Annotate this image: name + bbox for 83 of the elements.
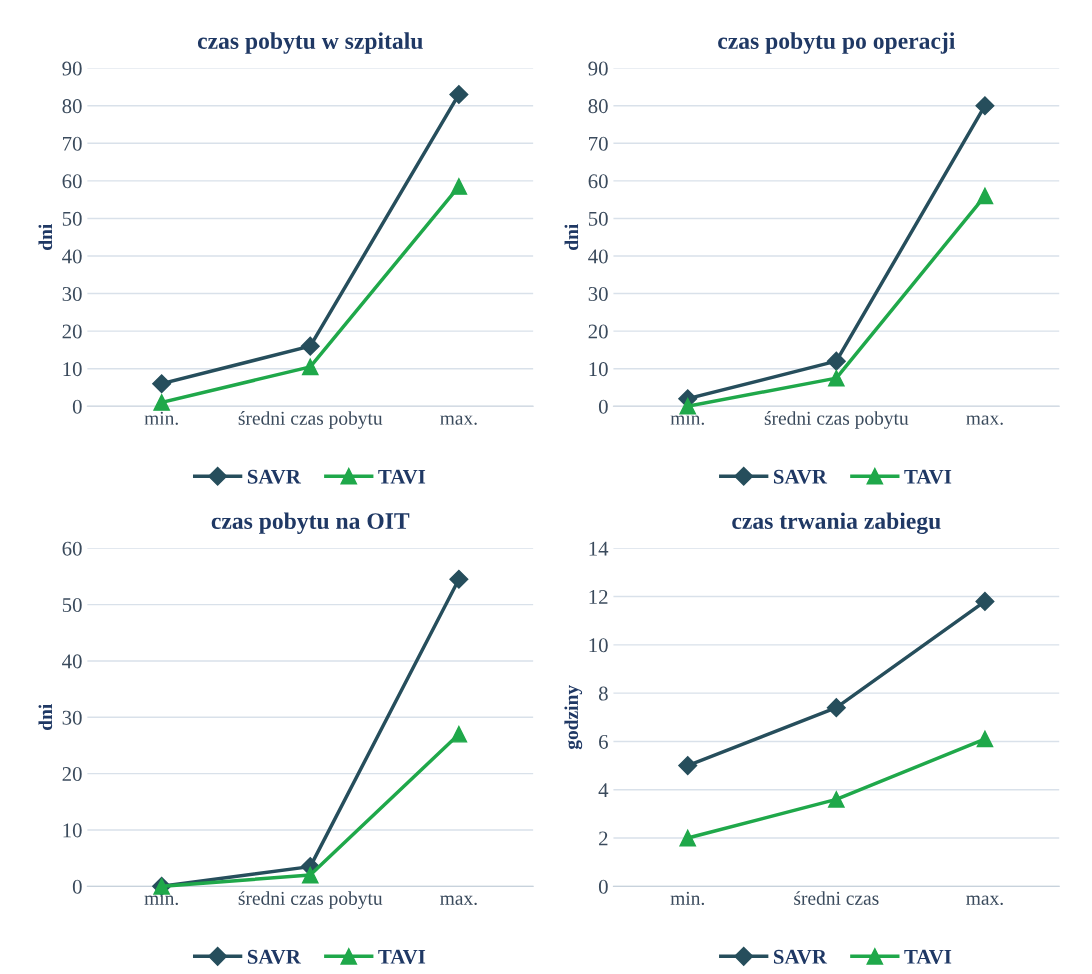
y-tick-label: 40 <box>62 249 82 264</box>
y-axis-title: dni <box>38 704 53 731</box>
x-tick-label: max. <box>440 895 477 905</box>
y-tick-label: 10 <box>63 823 82 838</box>
y-tick-label: 90 <box>62 61 82 76</box>
y-axis-title: dni <box>38 223 53 250</box>
legend-label: SAVR <box>247 949 302 964</box>
y-tick-label: 90 <box>588 61 608 76</box>
y-tick-label: 0 <box>598 399 608 414</box>
legend-label: TAVI <box>378 949 426 964</box>
y-tick-label: 50 <box>62 211 82 226</box>
x-tick-label: średni czas <box>794 891 879 905</box>
point <box>449 569 469 589</box>
x-tick-label: max. <box>966 895 1003 905</box>
y-tick-label: 30 <box>62 710 82 725</box>
y-tick-label: 4 <box>598 783 609 797</box>
y-axis-title: godziny <box>564 685 583 750</box>
point <box>826 698 846 718</box>
y-tick-label: 60 <box>62 174 82 189</box>
chart-title: czas pobytu na OIT <box>211 512 410 534</box>
y-tick-label: 6 <box>599 734 608 749</box>
x-tick-label: min. <box>144 891 178 905</box>
point <box>975 96 995 116</box>
y-tick-label: 10 <box>63 362 82 377</box>
x-tick-label: średni czas pobytu <box>238 891 383 909</box>
point <box>153 394 170 411</box>
legend-label: TAVI <box>378 469 426 484</box>
point <box>152 374 172 394</box>
y-tick-label: 40 <box>62 654 82 669</box>
y-tick-label: 20 <box>62 767 82 782</box>
y-tick-label: 50 <box>62 597 82 613</box>
y-tick-label: 40 <box>588 249 608 264</box>
legend-label: TAVI <box>904 469 952 484</box>
y-tick-label: 0 <box>72 399 82 414</box>
chart-title: czas trwania zabiegu <box>732 512 941 535</box>
legend-label: SAVR <box>773 469 828 484</box>
chart-title: czas pobytu po operacji <box>718 32 956 54</box>
y-tick-label: 10 <box>589 638 608 653</box>
y-tick-label: 30 <box>588 286 608 301</box>
x-tick-label: max. <box>440 415 477 425</box>
legend-label: TAVI <box>904 949 952 964</box>
y-tick-label: 70 <box>63 136 82 151</box>
point <box>678 756 698 776</box>
y-tick-label: 60 <box>588 174 608 189</box>
y-tick-label: 12 <box>589 589 608 604</box>
point <box>450 178 468 195</box>
y-tick-label: 20 <box>62 324 82 339</box>
x-tick-label: średni czas pobytu <box>238 411 383 429</box>
x-tick-label: min. <box>670 411 704 425</box>
point <box>450 725 468 743</box>
point <box>975 591 995 611</box>
y-tick-label: 60 <box>62 541 82 556</box>
y-tick-label: 10 <box>589 362 608 377</box>
point <box>827 369 845 387</box>
y-tick-label: 30 <box>62 286 82 301</box>
point <box>976 730 994 748</box>
point <box>976 187 994 205</box>
point <box>300 336 320 356</box>
x-tick-label: min. <box>144 411 178 425</box>
chart-title: czas pobytu w szpitalu <box>197 32 423 54</box>
y-tick-label: 14 <box>589 541 609 556</box>
y-tick-label: 80 <box>588 99 608 114</box>
y-tick-label: 20 <box>588 324 608 339</box>
point <box>827 791 845 808</box>
point <box>679 397 697 415</box>
point <box>301 358 319 376</box>
y-tick-label: 0 <box>598 879 608 894</box>
y-tick-label: 70 <box>589 136 608 151</box>
point <box>679 829 697 847</box>
x-tick-label: min. <box>670 891 704 905</box>
point <box>449 84 469 105</box>
point <box>826 351 846 371</box>
point <box>301 866 319 884</box>
y-tick-label: 80 <box>62 99 82 114</box>
x-tick-label: średni czas pobytu <box>764 411 909 429</box>
x-tick-label: max. <box>966 415 1003 425</box>
legend-label: SAVR <box>247 469 302 484</box>
y-tick-label: 0 <box>72 879 82 894</box>
y-tick-label: 2 <box>599 831 608 846</box>
y-axis-title: dni <box>564 223 579 250</box>
y-tick-label: 50 <box>588 211 608 226</box>
y-tick-label: 8 <box>598 686 608 701</box>
legend-label: SAVR <box>773 949 828 964</box>
